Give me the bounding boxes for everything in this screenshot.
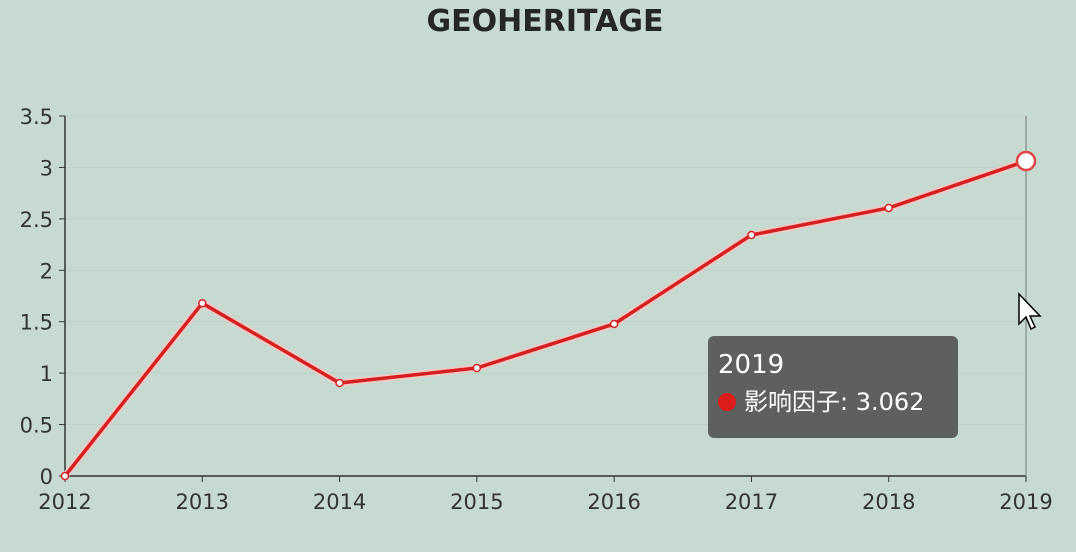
tooltip-value: 3.062 [855, 388, 925, 416]
tooltip: 2019 影响因子: 3.062 [708, 336, 958, 438]
x-tick-label: 2013 [176, 490, 229, 514]
data-point [198, 298, 207, 308]
y-tick-label: 1.5 [20, 311, 53, 335]
series-marker-icon [718, 393, 736, 411]
data-point [609, 319, 619, 329]
tooltip-separator: : [840, 388, 856, 416]
y-tick-label: 2 [40, 259, 53, 283]
tooltip-row: 影响因子: 3.062 [718, 382, 948, 422]
tooltip-title: 2019 [718, 350, 785, 380]
x-tick-label: 2015 [450, 490, 503, 514]
data-point [60, 471, 70, 481]
x-tick-label: 2012 [38, 490, 91, 514]
y-tick-label: 3 [40, 156, 53, 180]
data-point [335, 378, 344, 388]
data-point [747, 230, 756, 240]
x-tick-label: 2017 [725, 490, 778, 514]
x-tick-label: 2014 [313, 490, 366, 514]
y-tick-label: 1 [40, 362, 53, 386]
data-point [472, 363, 482, 373]
data-point [1015, 150, 1037, 172]
tooltip-series-name: 影响因子 [744, 388, 840, 416]
x-tick-label: 2016 [587, 490, 640, 514]
data-point [884, 203, 893, 213]
y-tick-label: 2.5 [20, 208, 53, 232]
y-tick-label: 3.5 [20, 105, 53, 129]
y-tick-label: 0 [40, 465, 53, 489]
x-tick-label: 2018 [862, 490, 915, 514]
chart-title: GEOHERITAGE [426, 4, 664, 39]
x-tick-label: 2019 [999, 490, 1052, 514]
series-line [63, 159, 1027, 478]
y-tick-label: 0.5 [20, 414, 53, 438]
